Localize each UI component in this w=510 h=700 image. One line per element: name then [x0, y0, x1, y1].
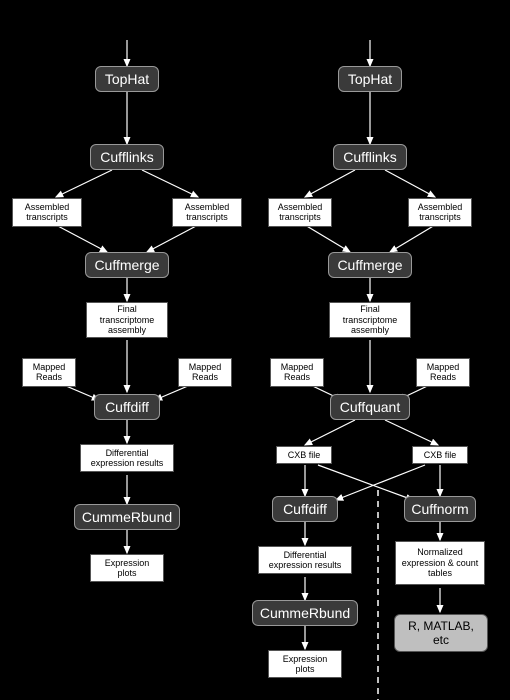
diff-results-box-left: Differential expression results	[80, 444, 174, 472]
assembled-box-right-l: Assembled transcripts	[268, 198, 332, 227]
cummerbund-node-left: CummeRbund	[74, 504, 180, 530]
cxb-box-r: CXB file	[412, 446, 468, 464]
label: Normalized expression & count tables	[400, 547, 480, 578]
expression-plots-box-left: Expression plots	[90, 554, 164, 582]
mapped-box-left-l: Mapped Reads	[22, 358, 76, 387]
label: TopHat	[105, 71, 149, 87]
label: Expression plots	[95, 558, 159, 579]
final-assembly-box-right: Final transcriptome assembly	[329, 302, 411, 338]
label: TopHat	[348, 71, 392, 87]
label: CXB file	[288, 450, 321, 460]
label: Differential expression results	[263, 550, 347, 571]
diff-results-box-right: Differential expression results	[258, 546, 352, 574]
cuffquant-node-right: Cuffquant	[330, 394, 410, 420]
label: CXB file	[424, 450, 457, 460]
assembled-box-left-r: Assembled transcripts	[172, 198, 242, 227]
cuffmerge-node-left: Cuffmerge	[85, 252, 169, 278]
cuffnorm-node-right: Cuffnorm	[404, 496, 476, 522]
mapped-box-right-r: Mapped Reads	[416, 358, 470, 387]
label: Final transcriptome assembly	[334, 304, 406, 335]
arrows-layer	[0, 0, 510, 700]
final-assembly-box-left: Final transcriptome assembly	[86, 302, 168, 338]
label: Cuffmerge	[337, 257, 402, 273]
label: Cuffquant	[340, 399, 400, 415]
cuffmerge-node-right: Cuffmerge	[328, 252, 412, 278]
label: Cufflinks	[343, 149, 396, 165]
label: Mapped Reads	[421, 362, 465, 383]
label: Cuffnorm	[411, 501, 468, 517]
mapped-box-left-r: Mapped Reads	[178, 358, 232, 387]
tophat-node-right: TopHat	[338, 66, 402, 92]
cufflinks-node-right: Cufflinks	[333, 144, 407, 170]
label: Assembled transcripts	[273, 202, 327, 223]
label: Assembled transcripts	[17, 202, 77, 223]
label: Differential expression results	[85, 448, 169, 469]
assembled-box-right-r: Assembled transcripts	[408, 198, 472, 227]
cufflinks-node-left: Cufflinks	[90, 144, 164, 170]
label: CummeRbund	[260, 605, 350, 621]
label: Mapped Reads	[27, 362, 71, 383]
label: CummeRbund	[82, 509, 172, 525]
expression-plots-box-right: Expression plots	[268, 650, 342, 678]
assembled-box-left-l: Assembled transcripts	[12, 198, 82, 227]
tophat-node-left: TopHat	[95, 66, 159, 92]
label: Mapped Reads	[183, 362, 227, 383]
label: Cuffdiff	[105, 399, 149, 415]
label: R, MATLAB, etc	[403, 619, 479, 648]
label: Cuffdiff	[283, 501, 327, 517]
norm-tables-box: Normalized expression & count tables	[395, 541, 485, 585]
cummerbund-node-right: CummeRbund	[252, 600, 358, 626]
mapped-box-right-l: Mapped Reads	[270, 358, 324, 387]
label: Assembled transcripts	[177, 202, 237, 223]
label: Mapped Reads	[275, 362, 319, 383]
label: Expression plots	[273, 654, 337, 675]
cuffdiff-node-left: Cuffdiff	[94, 394, 160, 420]
cxb-box-l: CXB file	[276, 446, 332, 464]
label: Cuffmerge	[94, 257, 159, 273]
label: Assembled transcripts	[413, 202, 467, 223]
label: Final transcriptome assembly	[91, 304, 163, 335]
r-matlab-box: R, MATLAB, etc	[394, 614, 488, 652]
label: Cufflinks	[100, 149, 153, 165]
cuffdiff-node-right: Cuffdiff	[272, 496, 338, 522]
